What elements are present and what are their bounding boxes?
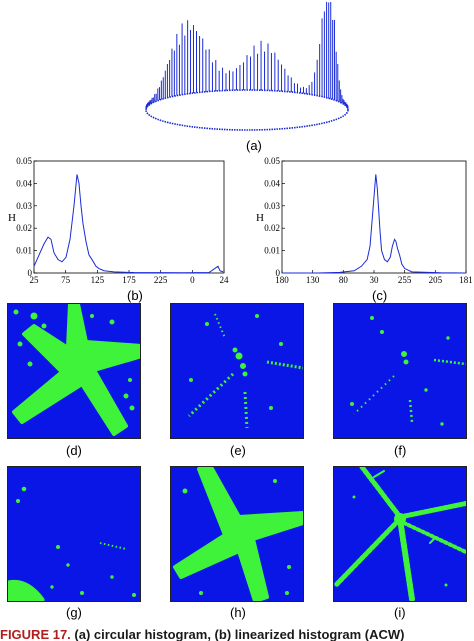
y-tick-label: 0 — [276, 268, 281, 278]
x-tick-label: 125 — [91, 275, 105, 285]
y-tick-label: 0 — [28, 268, 33, 278]
x-tick-label: 0 — [190, 275, 195, 285]
histogram-series-line — [33, 174, 224, 274]
y-tick-label: 0.01 — [264, 246, 280, 256]
y-tick-label: 0.05 — [16, 156, 32, 166]
label-e: (e) — [230, 443, 246, 458]
y-axis-label: H — [256, 212, 264, 224]
x-tick-label: 24 — [220, 275, 230, 285]
label-a: (a) — [246, 138, 262, 153]
segmentation-panel-d — [7, 303, 141, 439]
label-c: (c) — [372, 288, 388, 303]
caption-figure-number: FIGURE 17. — [0, 627, 71, 641]
segmentation-panel-f — [333, 303, 467, 439]
x-tick-label: 25 — [30, 275, 40, 285]
label-i: (i) — [394, 605, 406, 620]
x-tick-label: 75 — [61, 275, 71, 285]
y-tick-label: 0.01 — [16, 246, 32, 256]
x-tick-label: 30 — [370, 275, 380, 285]
x-tick-label: 130 — [306, 275, 320, 285]
y-tick-label: 0.05 — [264, 156, 280, 166]
x-tick-label: 225 — [154, 275, 168, 285]
histogram-series-line — [282, 174, 467, 274]
circular-histogram-ring — [145, 89, 349, 131]
plot-frame — [281, 160, 467, 274]
y-tick-label: 0.02 — [264, 223, 280, 233]
segmentation-panel-g — [7, 466, 141, 602]
label-b: (b) — [127, 288, 143, 303]
y-tick-label: 0.03 — [264, 201, 280, 211]
y-tick-label: 0.02 — [16, 223, 32, 233]
figure-caption: FIGURE 17. (a) circular histogram, (b) l… — [0, 627, 474, 641]
y-tick-label: 0.04 — [264, 178, 280, 188]
label-h: (h) — [230, 605, 246, 620]
caption-text: (a) circular histogram, (b) linearized h… — [70, 627, 405, 641]
y-axis-label: H — [8, 212, 16, 224]
label-g: (g) — [66, 605, 82, 620]
label-d: (d) — [66, 443, 82, 458]
x-tick-label: 205 — [429, 275, 443, 285]
x-tick-label: 175 — [122, 275, 136, 285]
label-f: (f) — [394, 443, 407, 458]
segmentation-panel-h — [170, 466, 304, 602]
x-tick-label: 80 — [339, 275, 349, 285]
x-tick-label: 180 — [275, 275, 289, 285]
plot-frame — [33, 160, 225, 274]
segmentation-panel-e — [170, 303, 304, 439]
y-tick-label: 0.04 — [16, 178, 32, 188]
segmentation-panel-i — [333, 466, 467, 602]
x-tick-label: 181 — [459, 275, 473, 285]
circular-histogram-bars — [145, 2, 349, 110]
x-tick-label: 255 — [398, 275, 412, 285]
circular-histogram — [145, 2, 349, 131]
y-tick-label: 0.03 — [16, 201, 32, 211]
